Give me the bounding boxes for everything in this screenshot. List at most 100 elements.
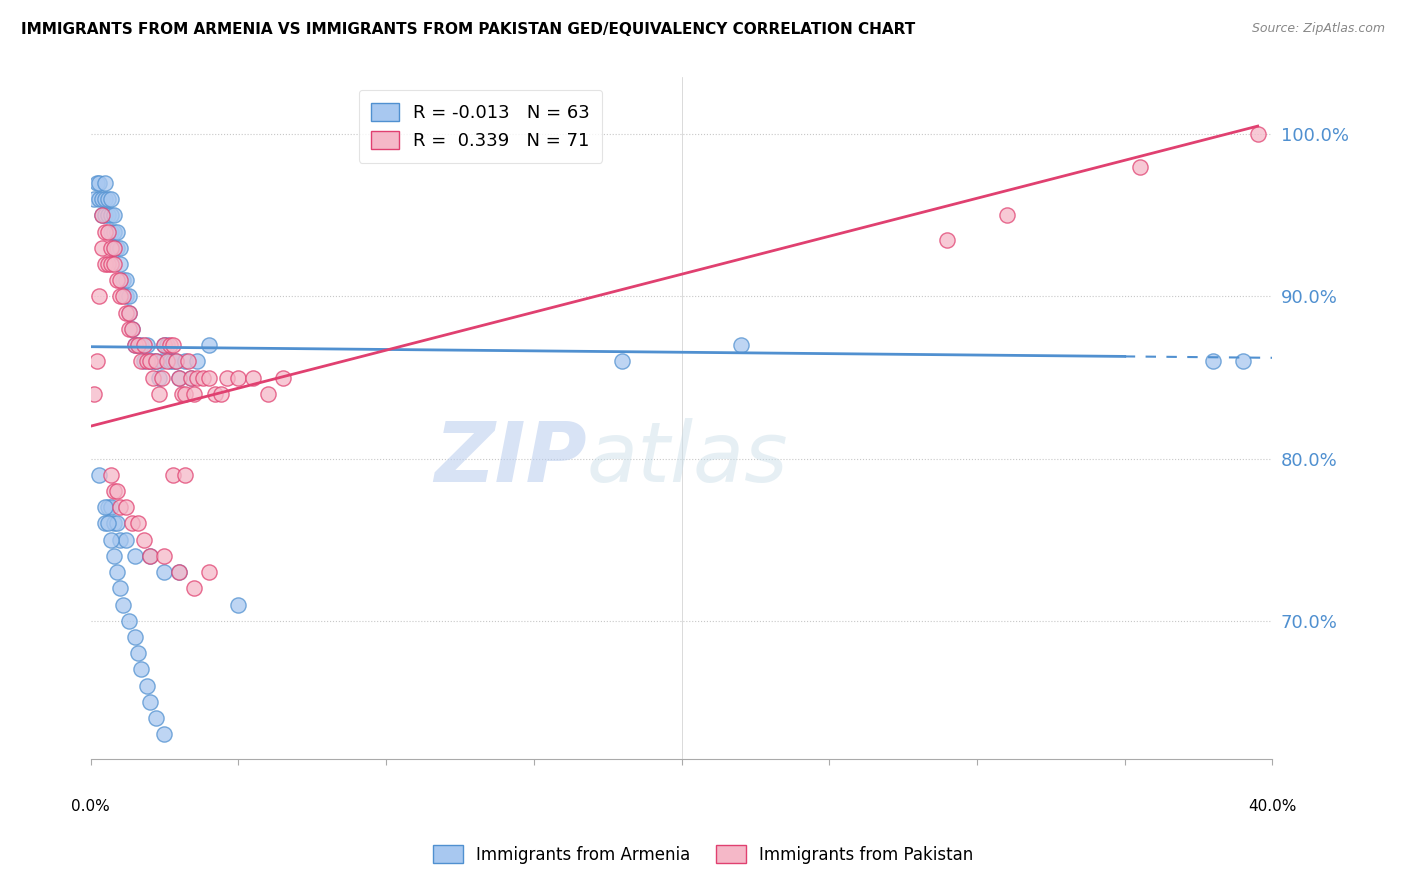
Point: [94, 500, 117, 515]
Point: [94, 225, 117, 239]
Point: [186, 354, 208, 368]
Point: [127, 516, 149, 531]
Point: [89, 289, 111, 303]
Text: 40.0%: 40.0%: [1249, 799, 1296, 814]
Point: [118, 614, 141, 628]
Point: [97, 500, 120, 515]
Point: [108, 273, 131, 287]
Point: [150, 370, 173, 384]
Point: [115, 289, 138, 303]
Point: [127, 338, 149, 352]
Point: [118, 322, 141, 336]
Text: 0.0%: 0.0%: [72, 799, 110, 814]
Point: [100, 192, 122, 206]
Point: [108, 582, 131, 596]
Point: [115, 500, 138, 515]
Point: [89, 176, 111, 190]
Point: [127, 338, 149, 352]
Point: [105, 273, 128, 287]
Point: [159, 354, 181, 368]
Point: [127, 646, 149, 660]
Point: [142, 354, 165, 368]
Point: [612, 354, 634, 368]
Point: [135, 354, 157, 368]
Point: [103, 549, 125, 563]
Point: [148, 386, 170, 401]
Point: [209, 386, 232, 401]
Point: [129, 354, 152, 368]
Point: [97, 225, 120, 239]
Point: [94, 192, 117, 206]
Point: [153, 565, 176, 579]
Point: [108, 500, 131, 515]
Point: [100, 257, 122, 271]
Point: [129, 338, 152, 352]
Point: [186, 370, 208, 384]
Point: [103, 516, 125, 531]
Point: [135, 679, 157, 693]
Point: [124, 338, 146, 352]
Point: [156, 338, 179, 352]
Point: [105, 225, 128, 239]
Point: [108, 289, 131, 303]
Point: [103, 257, 125, 271]
Point: [191, 370, 214, 384]
Point: [86, 354, 108, 368]
Point: [89, 467, 111, 482]
Point: [97, 516, 120, 531]
Point: [165, 354, 187, 368]
Point: [103, 208, 125, 222]
Point: [83, 386, 105, 401]
Text: atlas: atlas: [586, 418, 789, 500]
Point: [159, 338, 181, 352]
Point: [94, 516, 117, 531]
Point: [121, 322, 143, 336]
Point: [103, 225, 125, 239]
Point: [156, 354, 179, 368]
Point: [228, 370, 250, 384]
Point: [118, 289, 141, 303]
Point: [132, 533, 155, 547]
Point: [118, 305, 141, 319]
Point: [97, 208, 120, 222]
Point: [228, 598, 250, 612]
Point: [86, 176, 108, 190]
Point: [100, 241, 122, 255]
Point: [148, 370, 170, 384]
Point: [167, 565, 190, 579]
Point: [94, 257, 117, 271]
Point: [115, 305, 138, 319]
Point: [108, 241, 131, 255]
Point: [242, 370, 264, 384]
Point: [730, 338, 752, 352]
Point: [153, 549, 176, 563]
Point: [936, 233, 959, 247]
Point: [132, 354, 155, 368]
Point: [204, 386, 226, 401]
Point: [180, 370, 202, 384]
Point: [142, 370, 165, 384]
Point: [121, 516, 143, 531]
Text: IMMIGRANTS FROM ARMENIA VS IMMIGRANTS FROM PAKISTAN GED/EQUIVALENCY CORRELATION : IMMIGRANTS FROM ARMENIA VS IMMIGRANTS FR…: [21, 22, 915, 37]
Point: [124, 549, 146, 563]
Point: [91, 192, 114, 206]
Point: [100, 225, 122, 239]
Point: [91, 208, 114, 222]
Point: [162, 338, 184, 352]
Point: [129, 663, 152, 677]
Point: [118, 305, 141, 319]
Point: [167, 370, 190, 384]
Point: [138, 695, 160, 709]
Point: [995, 208, 1018, 222]
Point: [138, 549, 160, 563]
Point: [83, 192, 105, 206]
Point: [138, 549, 160, 563]
Point: [112, 289, 135, 303]
Legend: Immigrants from Armenia, Immigrants from Pakistan: Immigrants from Armenia, Immigrants from…: [426, 838, 980, 871]
Point: [108, 257, 131, 271]
Legend: R = -0.013   N = 63, R =  0.339   N = 71: R = -0.013 N = 63, R = 0.339 N = 71: [359, 90, 602, 163]
Point: [138, 354, 160, 368]
Point: [167, 565, 190, 579]
Point: [94, 176, 117, 190]
Point: [91, 241, 114, 255]
